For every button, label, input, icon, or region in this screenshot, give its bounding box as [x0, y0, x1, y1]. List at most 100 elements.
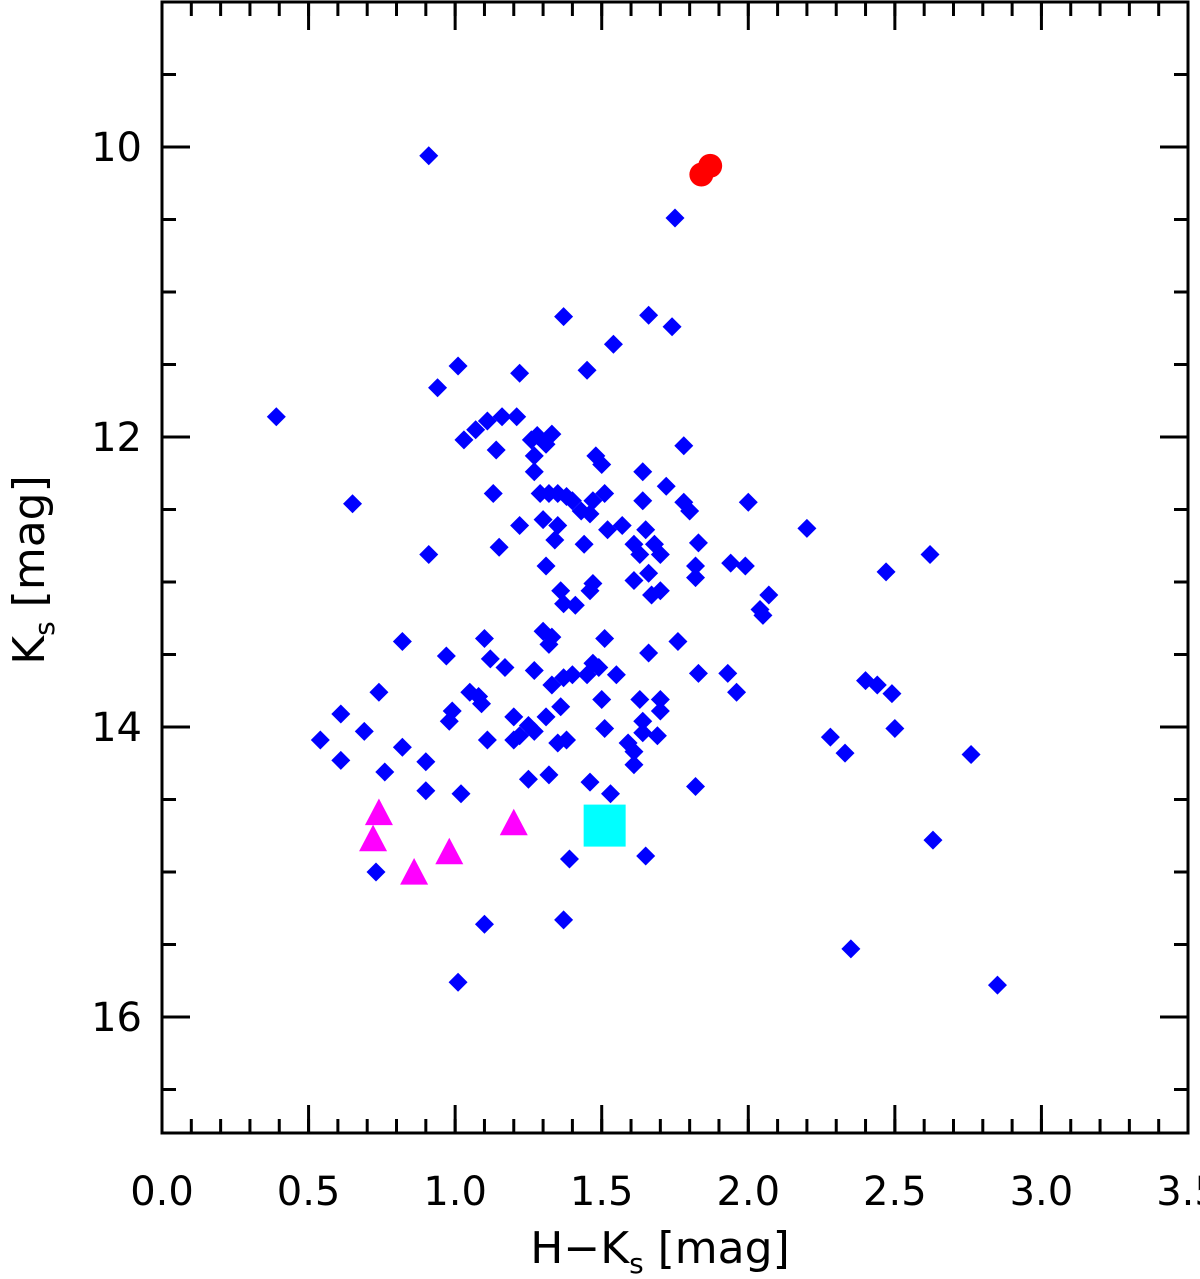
x-tick-label: 0.5 — [277, 1169, 341, 1215]
data-point-triangle — [435, 837, 464, 865]
data-point-diamond — [668, 631, 688, 651]
x-tick-labels: 0.0 0.5 1.0 1.5 2.0 2.5 3.0 3.5 — [130, 1169, 1200, 1215]
data-point-diamond — [474, 629, 494, 649]
data-point-diamond — [639, 305, 659, 325]
x-tick-label: 1.5 — [570, 1169, 634, 1215]
data-point-diamond — [920, 544, 940, 564]
data-point-diamond — [636, 846, 656, 866]
data-point-diamond — [565, 595, 585, 615]
data-point-square — [583, 804, 626, 847]
data-point-diamond — [539, 765, 559, 785]
data-point-diamond — [961, 745, 981, 765]
data-point-diamond — [665, 208, 685, 228]
data-point-diamond — [548, 733, 568, 753]
data-point-diamond — [536, 707, 556, 727]
data-point-diamond — [392, 631, 412, 651]
data-point-diamond — [448, 972, 468, 992]
data-point-diamond — [416, 752, 436, 772]
y-tick-label: 14 — [91, 705, 142, 751]
data-point-diamond — [630, 689, 650, 709]
y-tick-label: 16 — [91, 995, 142, 1041]
data-point-diamond — [545, 530, 565, 550]
data-point-diamond — [577, 665, 597, 685]
data-point-diamond — [524, 462, 544, 482]
data-point-diamond — [518, 769, 538, 789]
data-point-diamond — [472, 694, 492, 714]
y-tick-labels: 10 12 14 16 — [91, 125, 142, 1041]
data-point-diamond — [436, 646, 456, 666]
data-point-diamond — [375, 762, 395, 782]
data-point-diamond — [624, 742, 644, 762]
data-point-diamond — [542, 675, 562, 695]
data-point-diamond — [633, 723, 653, 743]
data-point-diamond — [507, 407, 527, 427]
data-point-diamond — [686, 556, 706, 576]
data-point-diamond — [483, 484, 503, 504]
data-point-diamond — [595, 718, 615, 738]
data-point-diamond — [718, 663, 738, 683]
plot-frame — [160, 0, 1190, 1135]
data-point-diamond — [524, 446, 544, 466]
data-point-diamond — [474, 914, 494, 934]
data-point-diamond — [680, 501, 700, 521]
data-point-diamond — [867, 675, 887, 695]
data-point-diamond — [592, 455, 612, 475]
data-point-diamond — [554, 307, 574, 327]
data-point-diamond — [343, 494, 363, 514]
data-point-diamond — [841, 939, 861, 959]
data-point-diamond — [639, 643, 659, 663]
y-tick-label: 12 — [91, 415, 142, 461]
data-points — [266, 146, 1007, 995]
data-point-diamond — [521, 430, 541, 450]
data-point-triangle — [499, 808, 528, 836]
data-point-diamond — [524, 660, 544, 680]
x-tick-label: 1.0 — [423, 1169, 487, 1215]
x-tick-label: 2.0 — [716, 1169, 780, 1215]
y-tick-label: 10 — [91, 125, 142, 171]
data-point-diamond — [987, 975, 1007, 995]
data-point-diamond — [624, 755, 644, 775]
x-tick-label: 3.5 — [1156, 1169, 1200, 1215]
data-point-diamond — [688, 663, 708, 683]
data-point-diamond — [477, 730, 497, 750]
data-point-diamond — [688, 533, 708, 553]
data-point-diamond — [559, 849, 579, 869]
x-tick-label: 3.0 — [1010, 1169, 1074, 1215]
data-point-diamond — [885, 718, 905, 738]
data-point-diamond — [524, 721, 544, 741]
data-point-diamond — [650, 544, 670, 564]
data-point-diamond — [686, 568, 706, 588]
data-point-diamond — [416, 781, 436, 801]
data-point-diamond — [580, 504, 600, 524]
data-point-diamond — [595, 484, 615, 504]
data-point-diamond — [876, 562, 896, 582]
data-point-diamond — [369, 682, 389, 702]
data-point-diamond — [495, 658, 515, 678]
data-point-diamond — [606, 665, 626, 685]
data-point-diamond — [662, 317, 682, 337]
data-point-diamond — [536, 556, 556, 576]
minor-ticks — [160, 0, 1190, 1133]
data-point-diamond — [650, 701, 670, 721]
x-tick-label: 2.5 — [863, 1169, 927, 1215]
data-point-diamond — [686, 776, 706, 796]
data-point-diamond — [633, 711, 653, 731]
data-point-diamond — [331, 750, 351, 770]
major-ticks — [160, 2, 1190, 1133]
data-point-diamond — [633, 462, 653, 482]
data-point-diamond — [580, 772, 600, 792]
data-point-diamond — [510, 363, 530, 383]
data-point-diamond — [551, 697, 571, 717]
data-point-diamond — [419, 146, 439, 166]
data-point-diamond — [557, 486, 577, 506]
data-point-diamond — [480, 649, 500, 669]
data-point-diamond — [595, 629, 615, 649]
data-point-diamond — [428, 378, 448, 398]
data-point-diamond — [601, 784, 621, 804]
data-point-diamond — [636, 520, 656, 540]
data-point-diamond — [510, 515, 530, 535]
data-point-diamond — [721, 553, 741, 573]
data-point-diamond — [451, 784, 471, 804]
data-point-diamond — [603, 334, 623, 354]
